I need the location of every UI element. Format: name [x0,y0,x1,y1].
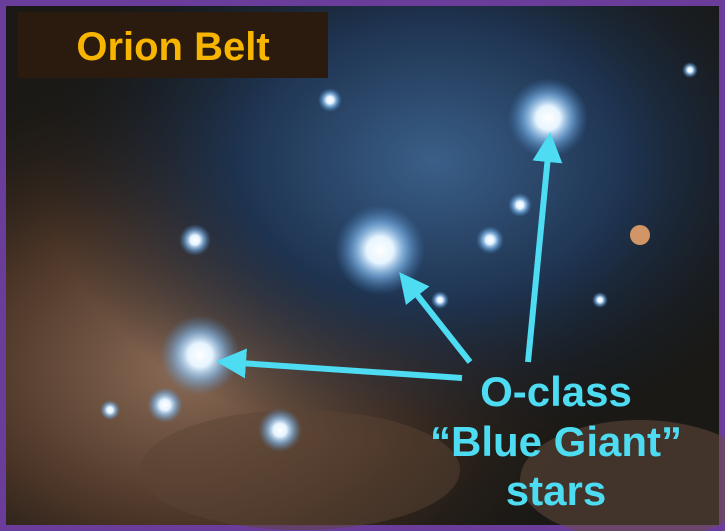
photo [6,6,725,531]
annotation-line: stars [506,467,606,514]
arrows [216,132,563,381]
annotation-line: O-class [480,368,632,415]
title: Orion Belt [76,25,269,69]
annotation: O-class “Blue Giant” stars [430,368,682,514]
title-box [18,12,328,78]
annotation-line: “Blue Giant” [430,418,682,465]
